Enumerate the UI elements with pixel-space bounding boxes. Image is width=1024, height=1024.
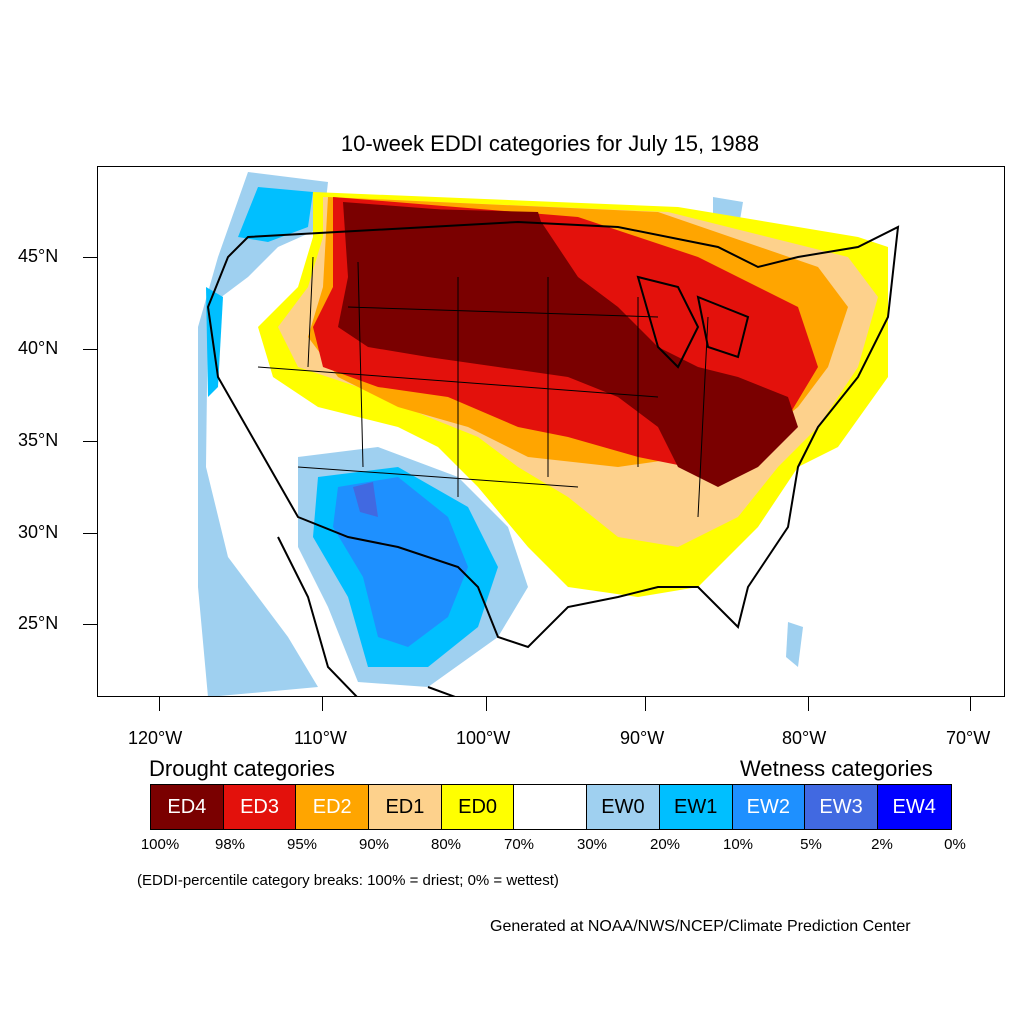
lon-label-70: 70°W	[946, 728, 991, 748]
legend-box-ed3: ED3	[223, 785, 297, 829]
lat-tick-40	[83, 349, 97, 350]
lon-label-80: 80°W	[782, 728, 827, 748]
wet-region-southwest-ew2	[333, 477, 468, 647]
legend-box-ew0: EW0	[587, 785, 660, 829]
lon-label-110: 110°W	[294, 728, 347, 748]
eddi-map	[198, 172, 900, 696]
legend-box-ew2: EW2	[732, 785, 806, 829]
lon-label-120: 120°W	[128, 728, 183, 748]
pct-label: 30%	[576, 836, 608, 853]
legend-box-neutral	[514, 785, 588, 829]
lon-tick-70	[970, 697, 971, 711]
lon-label-100: 100°W	[456, 728, 511, 748]
lat-tick-35	[83, 441, 97, 442]
wet-region-ew1-coast	[206, 287, 223, 397]
lat-label-25: 25°N	[18, 613, 59, 633]
credit-text: Generated at NOAA/NWS/NCEP/Climate Predi…	[490, 918, 911, 935]
pct-label: 98%	[214, 836, 246, 853]
legend-box-ew4: EW4	[877, 785, 951, 829]
legend-box-ew3: EW3	[805, 785, 878, 829]
lon-tick-80	[808, 697, 809, 711]
wet-region-pacific-nw	[198, 172, 328, 696]
pct-label: 70%	[503, 836, 535, 853]
great-lakes	[636, 275, 750, 369]
lat-tick-30	[83, 533, 97, 534]
lat-label-45: 45°N	[18, 246, 59, 266]
lon-tick-90	[645, 697, 646, 711]
category-note: (EDDI-percentile category breaks: 100% =…	[137, 872, 559, 889]
pct-label: 0%	[944, 836, 966, 853]
lat-label-40: 40°N	[18, 338, 59, 358]
lat-tick-25	[83, 624, 97, 625]
map-title: 10-week EDDI categories for July 15, 198…	[340, 131, 760, 156]
pct-label: 5%	[800, 836, 822, 853]
pct-label: 95%	[286, 836, 318, 853]
legend-box-ed0: ED0	[441, 785, 515, 829]
legend-box-ed1: ED1	[369, 785, 442, 829]
legend-box-ew1: EW1	[659, 785, 733, 829]
us-border	[206, 220, 900, 649]
drought-heading: Drought categories	[149, 756, 335, 781]
pct-label: 10%	[722, 836, 754, 853]
lat-label-30: 30°N	[18, 522, 59, 542]
pct-label: 20%	[649, 836, 681, 853]
wetness-heading: Wetness categories	[740, 756, 933, 781]
lon-label-90: 90°W	[620, 728, 665, 748]
lon-tick-100	[486, 697, 487, 711]
pct-label: 100%	[140, 836, 180, 853]
wet-region-southwest-ew3	[353, 482, 378, 517]
lat-tick-45	[83, 257, 97, 258]
legend-bar: ED4 ED3 ED2 ED1 ED0 EW0 EW1 EW2 EW3 EW4	[150, 784, 952, 830]
lon-tick-120	[159, 697, 160, 711]
pct-label: 90%	[358, 836, 390, 853]
lon-tick-110	[322, 697, 323, 711]
map-panel	[97, 166, 1005, 697]
pct-label: 2%	[871, 836, 893, 853]
legend-box-ed4: ED4	[151, 785, 224, 829]
wet-region-florida	[786, 622, 803, 667]
lat-label-35: 35°N	[18, 430, 59, 450]
legend-box-ed2: ED2	[296, 785, 370, 829]
wet-region-ew1-nw	[238, 187, 313, 242]
mexico-coast	[277, 536, 456, 696]
state-lines	[257, 256, 709, 518]
pct-label: 80%	[430, 836, 462, 853]
